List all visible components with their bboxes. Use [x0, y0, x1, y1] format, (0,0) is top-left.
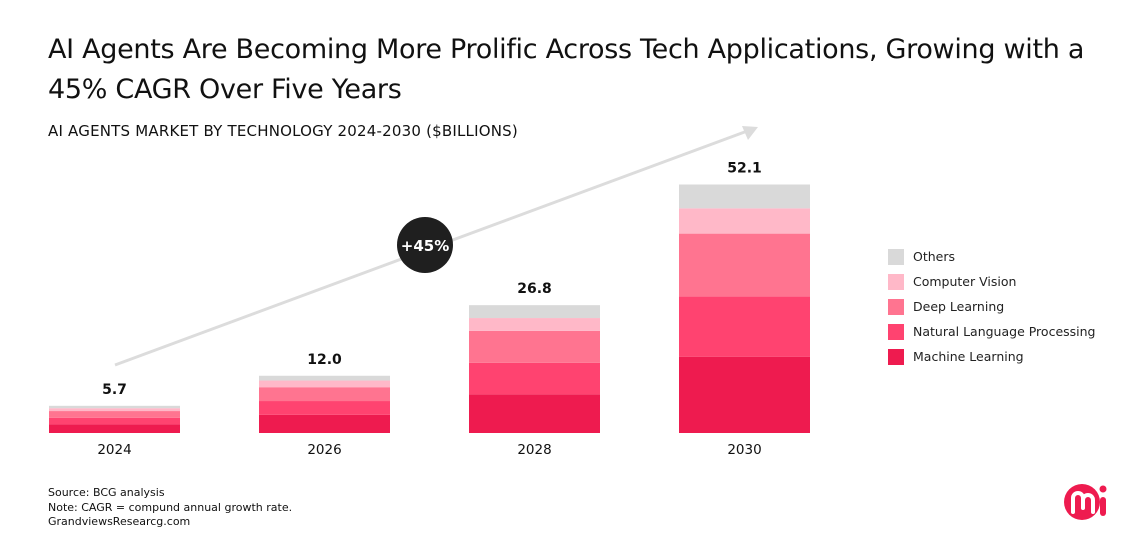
legend-label: Machine Learning	[913, 349, 1024, 364]
bar-segment-2030-2	[679, 233, 810, 297]
legend-item: Computer Vision	[888, 269, 1096, 294]
bar-segment-2024-1	[49, 417, 180, 425]
x-tick-2028: 2028	[517, 442, 551, 458]
legend-item: Machine Learning	[888, 344, 1096, 369]
bar-segment-2028-1	[469, 362, 600, 395]
bar-segment-2028-4	[469, 305, 600, 319]
total-label-2024: 5.7	[102, 382, 127, 398]
legend-item: Natural Language Processing	[888, 319, 1096, 344]
total-label-2028: 26.8	[517, 281, 552, 297]
growth-arrow-head	[742, 126, 758, 140]
bar-segment-2026-3	[259, 380, 390, 388]
legend-swatch	[888, 273, 904, 290]
bar-segment-2026-1	[259, 401, 390, 415]
legend-label: Computer Vision	[913, 274, 1017, 289]
legend: Others Computer Vision Deep Learning Natura…	[888, 244, 1096, 369]
legend-swatch	[888, 323, 904, 340]
footer: Source: BCG analysis Note: CAGR = compun…	[48, 486, 292, 530]
bar-segment-2030-4	[679, 184, 810, 209]
legend-label: Others	[913, 249, 956, 264]
bar-segment-2028-0	[469, 394, 600, 433]
x-tick-2030: 2030	[727, 442, 761, 458]
bar-segment-2024-3	[49, 408, 180, 412]
bar-segment-2024-0	[49, 424, 180, 433]
bar-segment-2024-4	[49, 405, 180, 409]
bar-segment-2030-1	[679, 296, 810, 357]
legend-label: Natural Language Processing	[913, 324, 1096, 339]
legend-item: Deep Learning	[888, 294, 1096, 319]
bar-segment-2030-0	[679, 356, 810, 433]
brand-logo	[1064, 484, 1107, 520]
legend-item: Others	[888, 244, 1096, 269]
bar-segment-2026-4	[259, 375, 390, 381]
bar-segment-2026-0	[259, 414, 390, 433]
total-label-2030: 52.1	[727, 160, 762, 176]
chart-subtitle: AI AGENTS MARKET BY TECHNOLOGY 2024-2030…	[48, 122, 518, 140]
legend-label: Deep Learning	[913, 299, 1005, 314]
bar-segment-2030-3	[679, 208, 810, 234]
source-text: Source: BCG analysis	[48, 486, 165, 499]
legend-swatch	[888, 248, 904, 265]
legend-swatch	[888, 348, 904, 365]
chart-title: AI Agents Are Becoming More Prolific Acr…	[48, 34, 1085, 105]
bar-segment-2028-3	[469, 318, 600, 331]
x-tick-2024: 2024	[97, 442, 131, 458]
x-tick-2026: 2026	[307, 442, 341, 458]
cagr-badge	[397, 217, 453, 273]
bar-segment-2024-2	[49, 411, 180, 418]
bar-segment-2026-2	[259, 387, 390, 402]
cagr-label: +45%	[401, 237, 449, 255]
bar-segment-2028-2	[469, 330, 600, 363]
legend-swatch	[888, 298, 904, 315]
site-text: GrandviewsResearcg.com	[48, 515, 191, 528]
note-text: Note: CAGR = compund annual growth rate.	[48, 500, 293, 514]
total-label-2026: 12.0	[307, 352, 342, 368]
